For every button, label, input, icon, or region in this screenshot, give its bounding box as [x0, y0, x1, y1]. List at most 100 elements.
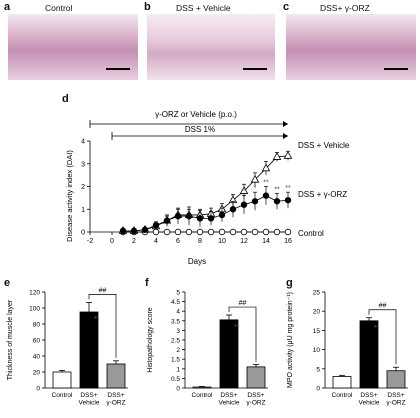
panel-b-letter: b [144, 1, 151, 13]
d-significance-mark: * [254, 185, 257, 192]
panel-f-letter: f [145, 277, 149, 289]
scale-bar [243, 68, 267, 70]
d-significance-mark: * [232, 194, 235, 201]
point-control [163, 228, 171, 236]
point-orz [196, 215, 204, 222]
f-y-tick-label: 1 [176, 366, 180, 373]
dss-label: DSS 1% [185, 125, 215, 134]
f-y-tick-label: 2.5 [171, 338, 180, 345]
e-y-tick-label: 120 [29, 290, 40, 297]
f-y-tick-label: 2 [176, 347, 180, 354]
f-category-label: DSS+ [247, 392, 264, 399]
e-category-label: DSS+ [107, 392, 124, 399]
f-category-label: Vehicle [219, 400, 240, 407]
point-control [152, 228, 160, 236]
point-orz [152, 221, 160, 229]
point-vehicle [250, 174, 260, 183]
g-category-label: γ-ORZ [386, 400, 405, 407]
e-category-label: Vehicle [79, 400, 100, 407]
d-x-tick-label: 4 [154, 238, 158, 245]
point-vehicle [261, 163, 271, 172]
point-control [185, 228, 193, 236]
point-control [284, 228, 292, 236]
histology-image-dss-orz [286, 14, 416, 80]
e-y-tick-label: 20 [33, 370, 41, 377]
d-x-tick-label: 10 [218, 238, 226, 245]
point-orz [273, 198, 281, 205]
point-orz [141, 226, 149, 233]
g-category-label: DSS+ [360, 392, 377, 399]
g-y-tick-label: 0 [316, 386, 320, 393]
point-control [218, 228, 226, 236]
point-orz [119, 227, 127, 235]
g-ylabel: MPO activity (μU mg protein⁻¹) [287, 292, 294, 388]
g-y-tick-label: 20 [313, 309, 321, 316]
e-bar [79, 311, 99, 389]
d-y-tick-label: 1 [81, 207, 85, 214]
point-orz [174, 212, 182, 220]
d-y-tick-label: 4 [81, 139, 85, 146]
e-y-tick-label: 60 [33, 338, 41, 345]
dai-line-chart: γ-ORZ or Vehicle (p.o.) DSS 1% DSS + Veh… [65, 110, 350, 266]
d-y-tick-label: 0 [81, 230, 85, 237]
g-comparison-mark: ## [379, 303, 387, 310]
d-x-tick-label: 0 [110, 238, 114, 245]
d-y-tick-label: 3 [81, 161, 85, 168]
panel-d-letter: d [62, 93, 69, 105]
point-control [273, 228, 281, 236]
treatment-arrow [283, 121, 288, 127]
e-y-tick-label: 0 [36, 386, 40, 393]
f-bar [246, 366, 266, 389]
series-label-vehicle: DSS + Vehicle [298, 141, 350, 150]
f-y-tick-label: 0.5 [171, 376, 180, 383]
point-orz [240, 201, 248, 208]
point-vehicle [272, 152, 282, 160]
f-y-tick-label: 0 [176, 386, 180, 393]
panel-e-letter: e [4, 277, 11, 289]
e-y-tick-label: 100 [29, 306, 40, 313]
f-category-label: DSS+ [220, 392, 237, 399]
g-category-label: DSS+ [387, 392, 404, 399]
g-y-tick-label: 15 [313, 328, 321, 335]
point-orz [185, 212, 193, 220]
d-xlabel: Days [188, 257, 206, 266]
f-category-label: γ-ORZ [246, 400, 265, 407]
point-control [251, 228, 259, 236]
panel-a-title: Control [45, 3, 73, 13]
d-significance-mark: ** [274, 186, 280, 193]
f-ylabel: Histopathology score [147, 307, 154, 372]
d-x-tick-label: 16 [284, 238, 292, 245]
e-y-tick-label: 80 [33, 322, 41, 329]
point-orz [163, 217, 171, 224]
point-orz [284, 196, 292, 204]
d-x-tick-label: -2 [87, 238, 93, 245]
point-orz [130, 227, 138, 235]
muscle-thickness-bar-chart: Thickness of muscle layer 0 20 40 60 80 100 120… [7, 287, 128, 407]
panel-g-letter: g [286, 277, 293, 289]
e-category-label: Control [52, 392, 74, 399]
g-bar [332, 376, 352, 389]
series-label-control: Control [298, 229, 324, 238]
f-significance-mark: ** [234, 324, 240, 331]
mpo-activity-bar-chart: MPO activity (μU mg protein⁻¹) 0 5 10 15 20 25… [287, 290, 408, 407]
panel-a-letter: a [4, 1, 11, 13]
point-control [229, 228, 237, 236]
f-category-label: Control [192, 392, 214, 399]
d-x-tick-label: 8 [198, 238, 202, 245]
point-control [196, 228, 204, 236]
histology-image-dss-vehicle [147, 14, 275, 80]
g-comparison-bracket [368, 309, 397, 365]
d-x-tick-label: 6 [176, 238, 180, 245]
point-orz [218, 211, 226, 219]
f-comparison-mark: ## [239, 300, 247, 307]
e-bar [106, 363, 126, 389]
f-comparison-bracket [228, 306, 257, 362]
g-category-label: Vehicle [359, 400, 380, 407]
f-y-tick-label: 4 [176, 309, 180, 316]
panel-b-title: DSS + Vehicle [176, 3, 231, 13]
series-line-1 [123, 195, 289, 232]
e-bar [52, 371, 72, 389]
point-orz [262, 192, 270, 199]
point-orz [229, 206, 237, 213]
point-orz [207, 215, 215, 222]
